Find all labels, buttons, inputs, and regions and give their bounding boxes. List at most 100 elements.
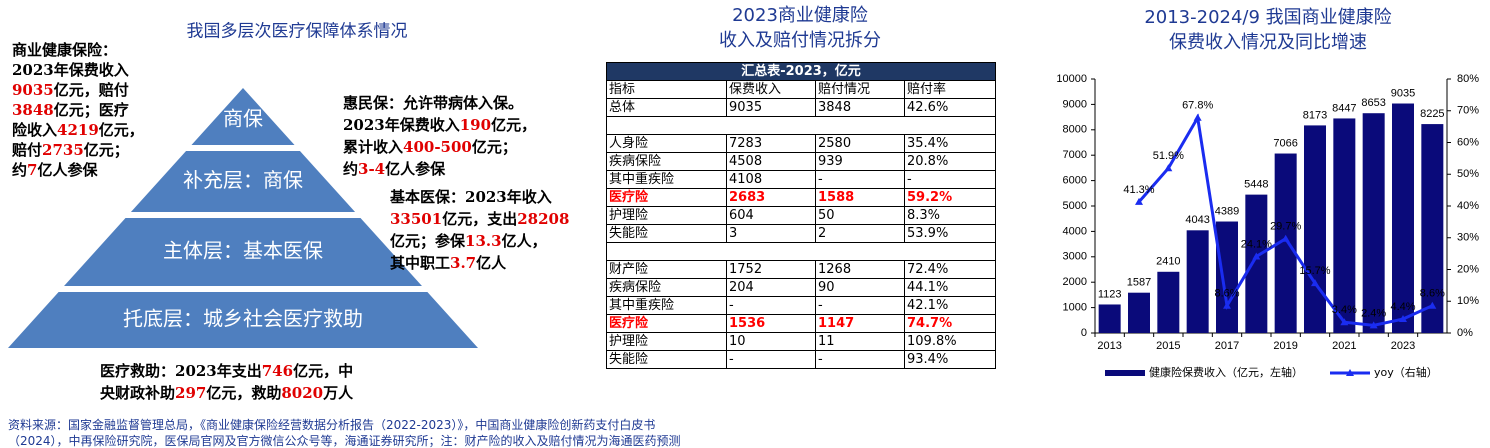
highlight-number: 8020	[281, 384, 324, 402]
table-row: 其中重疾险 - -42.1%	[606, 296, 997, 315]
table-cell: -	[726, 350, 816, 369]
highlight-number: 3-4	[358, 160, 386, 178]
annotation-text: 亿元，	[98, 121, 144, 139]
table-cell: 护理险	[606, 332, 727, 351]
line-marker	[1340, 318, 1349, 326]
annotation-text: 亿人参保	[37, 161, 98, 179]
bar-label: 8447	[1332, 102, 1356, 114]
annotation-line: 累计收入400-500亿元；	[343, 136, 536, 158]
table-row: 失能险 3 2 53.9%	[606, 224, 997, 243]
table-cell: 医疗险	[606, 188, 727, 207]
y2-tick-label: 30%	[1457, 232, 1479, 244]
bar	[1186, 230, 1209, 333]
pyramid-layer	[130, 151, 356, 212]
bar-label: 9035	[1391, 87, 1415, 99]
table-cell: 42.6%	[903, 98, 997, 117]
table-cell: 总体	[606, 98, 727, 117]
x-tick-label: 2017	[1215, 340, 1239, 352]
annotation-line: 基本医保：2023年收入	[390, 186, 569, 208]
table: 汇总表-2023，亿元 指标 保费收入 赔付情况 赔付率 总体 9035 3848 42.6% 人…	[605, 62, 997, 369]
pyramid-title: 我国多层次医疗保障体系情况	[187, 22, 408, 42]
table-cell: -	[903, 170, 997, 189]
table-title: 收入及赔付情况拆分	[719, 30, 881, 51]
header-cell: 赔付情况	[815, 80, 905, 99]
header-cell: 赔付率	[903, 80, 997, 99]
table-cell: 失能险	[606, 350, 727, 369]
annotation-text: 其中职工	[390, 254, 451, 272]
highlight-number: 28208	[517, 210, 570, 228]
line-label: 3.4%	[1332, 304, 1357, 316]
line-marker	[1311, 279, 1319, 287]
table-row: 医疗险 1536 1147 74.7%	[606, 314, 997, 333]
annotation-line: 赔付2735亿元；	[12, 140, 144, 160]
annotation-line: 商业健康保险：	[12, 40, 144, 60]
y2-tick-label: 70%	[1457, 105, 1479, 117]
x-tick-label: 2015	[1156, 340, 1180, 352]
table-cell: 1588	[815, 188, 905, 207]
line-label: 2.4%	[1361, 307, 1386, 319]
annotation-text: 亿元；参保	[390, 232, 466, 250]
legend-label: yoy（右轴）	[1374, 365, 1438, 379]
table-cell: 3848	[815, 98, 905, 117]
annotation-line: 2023年保费收入	[12, 60, 144, 80]
table-cell: 53.9%	[903, 224, 997, 243]
annotation-text: 险收入	[12, 121, 58, 139]
table-cell: 90	[815, 278, 905, 297]
y-tick-label: 5000	[1063, 200, 1087, 212]
table-cell: 1536	[726, 314, 816, 333]
layer-label: 托底层：城乡社会医疗救助	[123, 307, 363, 331]
table-cell: 2683	[726, 188, 816, 207]
y-tick-label: 8000	[1063, 124, 1087, 136]
line-marker	[1428, 301, 1437, 309]
highlight-number: 297	[175, 384, 207, 402]
annotation-text: 商业健康保险：	[12, 41, 118, 59]
caption: 汇总表-2023，亿元	[605, 62, 997, 81]
highlight-number: 3848	[12, 101, 54, 119]
y-tick-label: 1000	[1063, 302, 1087, 314]
table-title: 2023商业健康险	[732, 5, 868, 26]
y2-tick-label: 20%	[1457, 263, 1479, 275]
table-cell: 1268	[815, 260, 905, 279]
bar-label: 4043	[1185, 214, 1209, 226]
highlight-number: 190	[459, 116, 492, 134]
legend-label: 健康险保费收入（亿元，左轴）	[1149, 365, 1303, 379]
bar-label: 1587	[1127, 277, 1151, 289]
bar-label: 2410	[1156, 256, 1180, 268]
line-label: 8.6%	[1420, 288, 1445, 300]
annotation-text: 累计收入	[343, 138, 404, 156]
annotation-line: 9035亿元，赔付	[12, 80, 144, 100]
table-row: 人身险 7283 2580 35.4%	[606, 134, 997, 153]
line-label: 29.7%	[1270, 221, 1301, 233]
bar-label: 8173	[1303, 109, 1327, 121]
line-marker	[1164, 164, 1173, 172]
bar	[1274, 153, 1297, 333]
table-row: 疾病保险 4508 939 20.8%	[606, 152, 997, 171]
bar-label: 8653	[1361, 97, 1385, 109]
table-cell: 11	[815, 332, 905, 351]
layer-label: 商保	[223, 107, 263, 131]
line-marker	[1281, 234, 1290, 242]
annotation-text: 亿元；医疗	[53, 101, 129, 119]
table-cell: 2	[815, 224, 905, 243]
y-tick-label: 9000	[1063, 98, 1087, 110]
blank-cell	[605, 242, 997, 261]
bar	[1157, 271, 1180, 333]
annotation-text: 赔付	[12, 141, 43, 159]
line-marker	[1369, 321, 1378, 329]
annotation: 医疗救助：2023年支出746亿元，中 央财政补助297亿元，救助8020万人	[100, 360, 353, 404]
highlight-number: 746	[261, 362, 294, 380]
table-cell: -	[726, 296, 816, 315]
table-cell: 4108	[726, 170, 816, 189]
table-cell: 1752	[726, 260, 816, 279]
table-cell: 3	[726, 224, 816, 243]
annotation-text: 亿元，赔付	[53, 81, 129, 99]
annotation-text: 万人	[323, 384, 354, 402]
bar	[1304, 125, 1326, 334]
line-marker	[1193, 113, 1202, 121]
y-tick-label: 10000	[1056, 73, 1087, 85]
y2-tick-label: 50%	[1457, 168, 1479, 180]
table-cell: 1147	[815, 314, 905, 333]
highlight-number: 2735	[42, 141, 84, 159]
